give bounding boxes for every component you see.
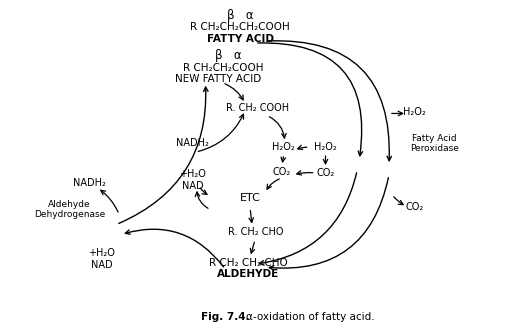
Text: CO₂: CO₂: [273, 167, 291, 177]
Text: ALDEHYDE: ALDEHYDE: [217, 269, 279, 279]
Text: H₂O₂: H₂O₂: [314, 142, 337, 152]
Text: CO₂: CO₂: [406, 202, 424, 212]
Text: NEW FATTY ACID: NEW FATTY ACID: [175, 74, 261, 84]
Text: FATTY ACID: FATTY ACID: [206, 34, 274, 44]
Text: R CH₂CH₂CH₂COOH: R CH₂CH₂CH₂COOH: [190, 22, 290, 32]
Text: β   α: β α: [227, 9, 253, 22]
Text: Fatty Acid
Peroxidase: Fatty Acid Peroxidase: [410, 133, 459, 153]
Text: NADH₂: NADH₂: [176, 138, 209, 148]
Text: R CH₂CH₂COOH: R CH₂CH₂COOH: [183, 63, 263, 73]
Text: +H₂O
NAD: +H₂O NAD: [88, 248, 115, 270]
Text: CO₂: CO₂: [316, 168, 335, 178]
Text: ETC: ETC: [240, 193, 260, 203]
Text: α-oxidation of fatty acid.: α-oxidation of fatty acid.: [246, 312, 375, 322]
Text: Aldehyde
Dehydrogenase: Aldehyde Dehydrogenase: [34, 200, 105, 219]
Text: NADH₂: NADH₂: [73, 178, 106, 188]
Text: Fig. 7.4.: Fig. 7.4.: [201, 312, 249, 322]
Text: +H₂O
NAD: +H₂O NAD: [179, 169, 206, 191]
Text: β   α: β α: [215, 49, 242, 62]
Text: R. CH₂ CHO: R. CH₂ CHO: [228, 227, 284, 238]
Text: R CH₂ CH₂ CHO: R CH₂ CH₂ CHO: [209, 258, 288, 268]
Text: H₂O₂: H₂O₂: [272, 142, 295, 152]
Text: H₂O₂: H₂O₂: [403, 108, 426, 118]
Text: R. CH₂ COOH: R. CH₂ COOH: [227, 103, 290, 114]
